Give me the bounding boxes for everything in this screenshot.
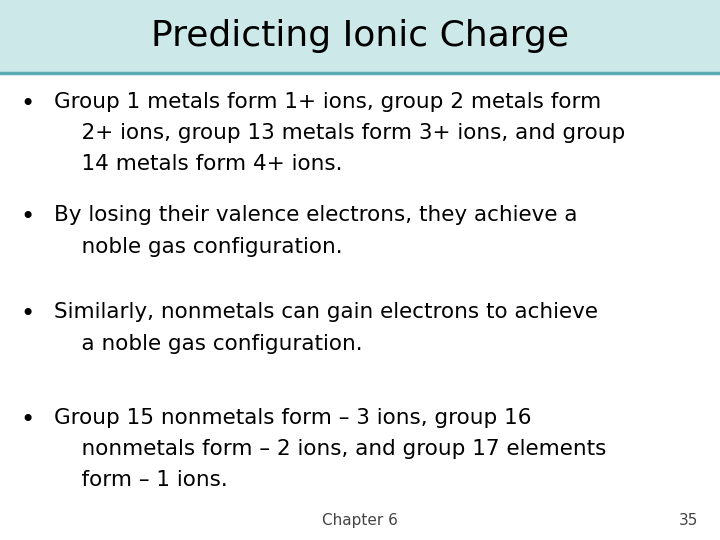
Text: Chapter 6: Chapter 6	[322, 513, 398, 528]
Text: By losing their valence electrons, they achieve a: By losing their valence electrons, they …	[54, 205, 577, 225]
Text: form – 1 ions.: form – 1 ions.	[54, 470, 228, 490]
Text: 14 metals form 4+ ions.: 14 metals form 4+ ions.	[54, 154, 343, 174]
Text: nonmetals form – 2 ions, and group 17 elements: nonmetals form – 2 ions, and group 17 el…	[54, 439, 606, 459]
Text: Group 15 nonmetals form – 3 ions, group 16: Group 15 nonmetals form – 3 ions, group …	[54, 408, 531, 428]
FancyBboxPatch shape	[0, 0, 720, 73]
Text: •: •	[20, 302, 35, 326]
Text: •: •	[20, 205, 35, 229]
Text: noble gas configuration.: noble gas configuration.	[54, 237, 343, 256]
Text: Predicting Ionic Charge: Predicting Ionic Charge	[151, 19, 569, 53]
Text: 35: 35	[679, 513, 698, 528]
Text: Similarly, nonmetals can gain electrons to achieve: Similarly, nonmetals can gain electrons …	[54, 302, 598, 322]
Text: 2+ ions, group 13 metals form 3+ ions, and group: 2+ ions, group 13 metals form 3+ ions, a…	[54, 123, 625, 143]
Text: •: •	[20, 92, 35, 116]
Text: a noble gas configuration.: a noble gas configuration.	[54, 334, 363, 354]
Text: Group 1 metals form 1+ ions, group 2 metals form: Group 1 metals form 1+ ions, group 2 met…	[54, 92, 601, 112]
Text: •: •	[20, 408, 35, 431]
